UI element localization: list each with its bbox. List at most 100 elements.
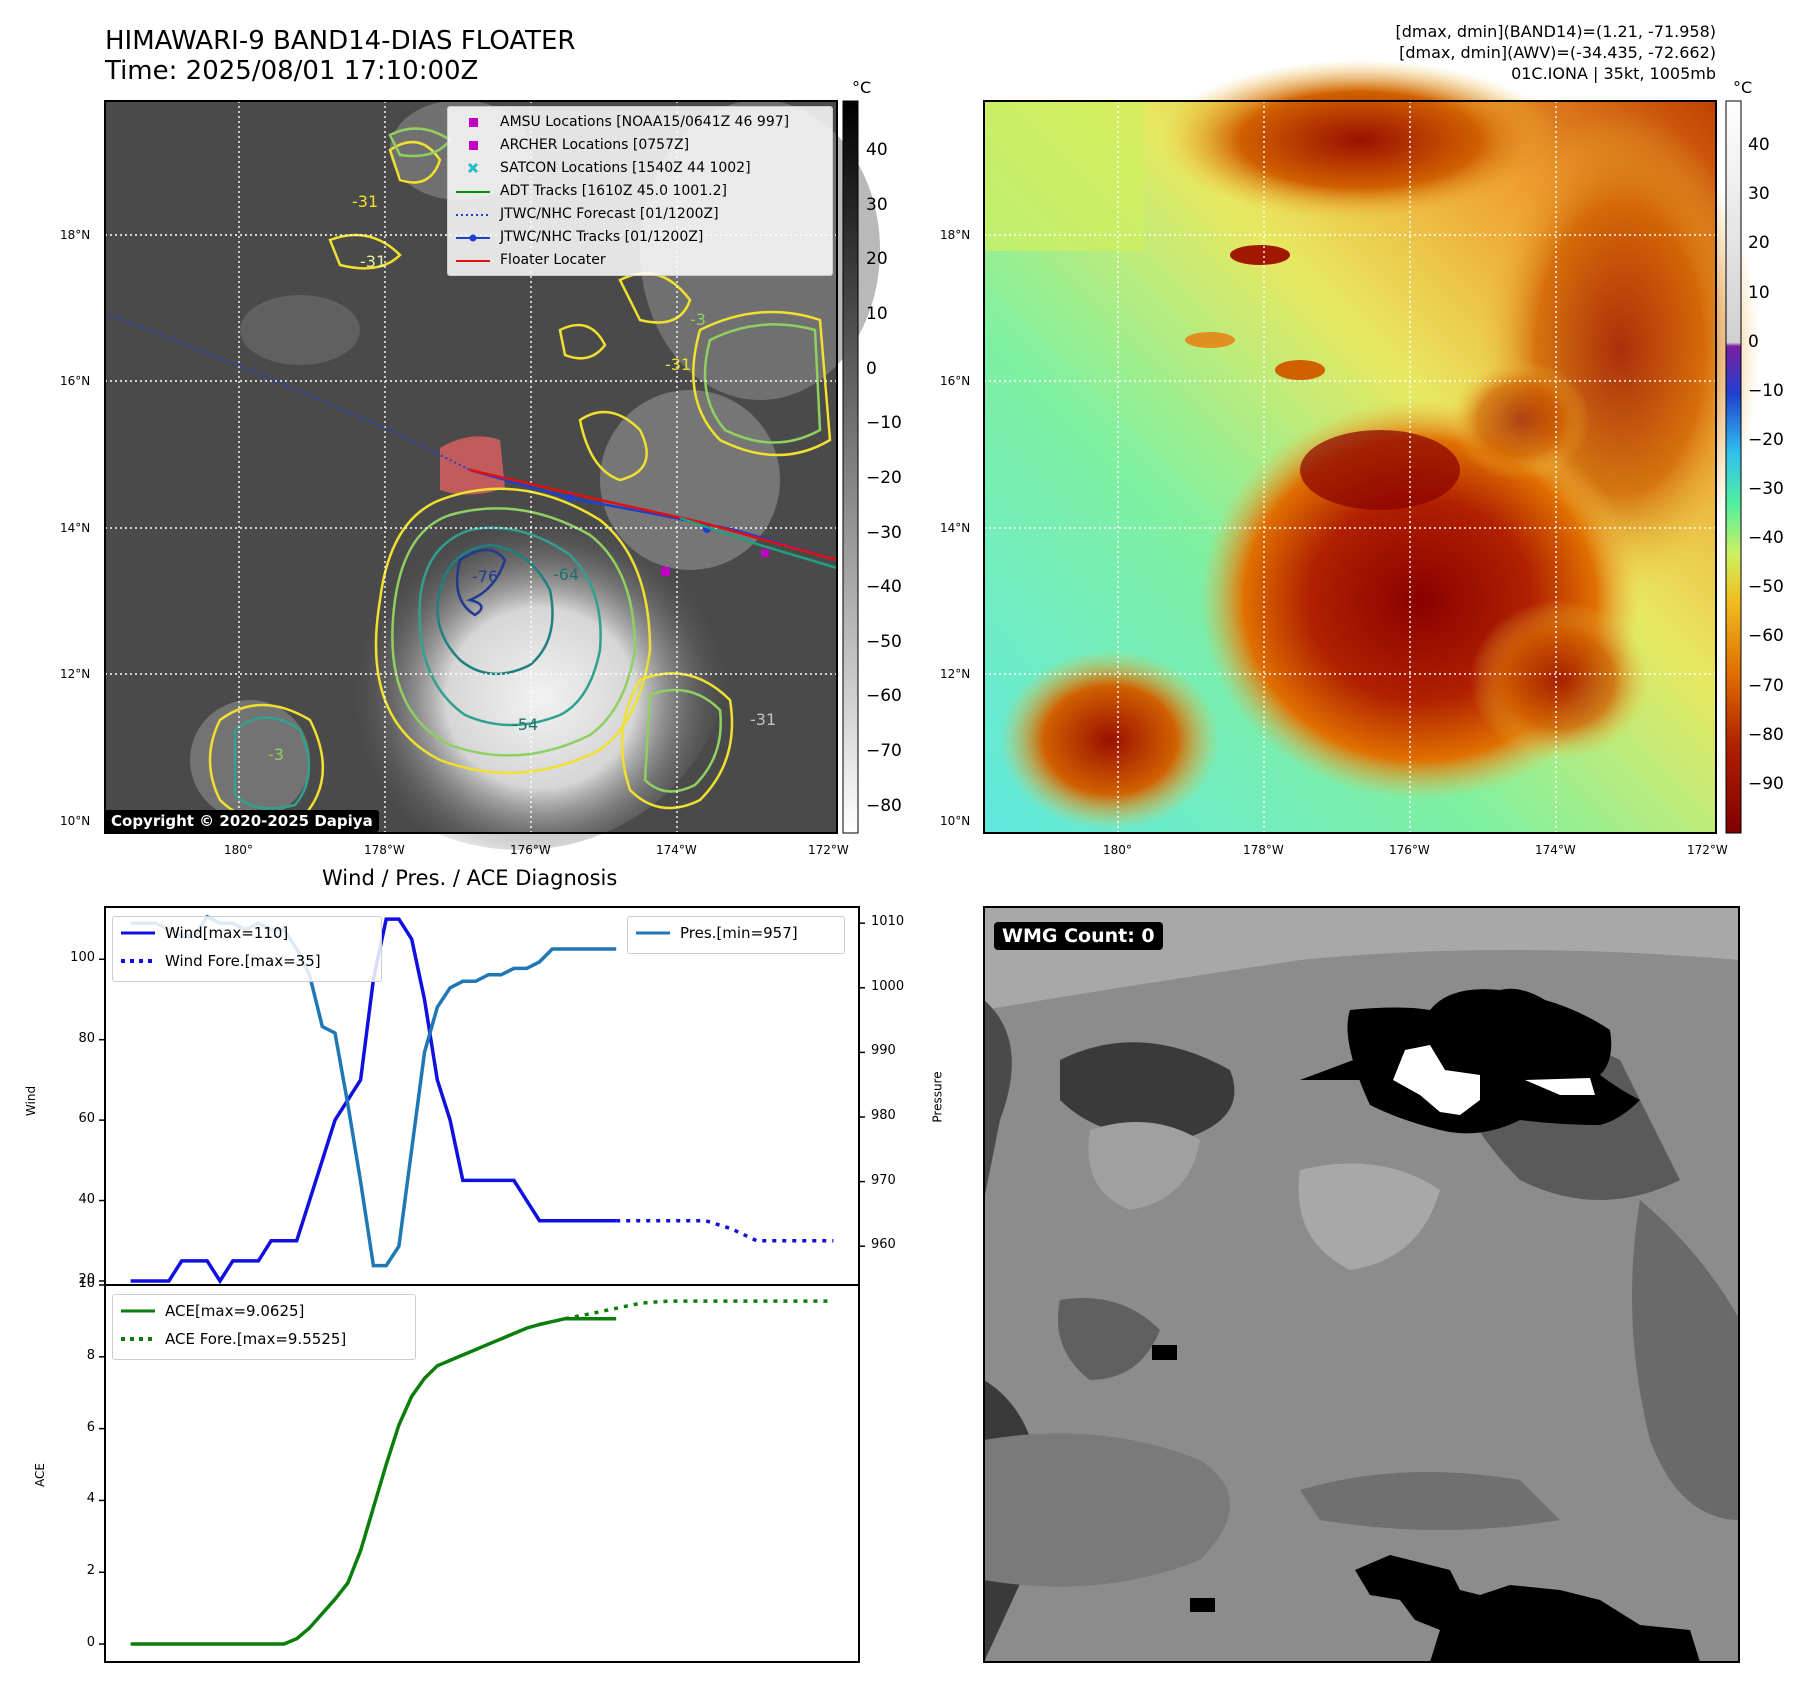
ace-legend: ACE[max=9.0625] ACE Fore.[max=9.5525] bbox=[112, 1294, 416, 1360]
amsu-marker bbox=[661, 567, 670, 576]
info-band14: [dmax, dmin](BAND14)=(1.21, -71.958) bbox=[1395, 22, 1717, 41]
lon-tick: 176°W bbox=[510, 843, 551, 857]
colorbar-tick: 0 bbox=[866, 358, 877, 379]
lon-tick: 174°W bbox=[1535, 843, 1576, 857]
colorbar-tick: 40 bbox=[1748, 135, 1770, 156]
temperature-map-panel bbox=[983, 60, 1760, 834]
wind-legend: Wind[max=110] Wind Fore.[max=35] bbox=[112, 916, 382, 982]
colorbar-tick: −80 bbox=[1748, 724, 1784, 745]
legend-sample-dotted bbox=[121, 959, 155, 963]
lat-tick: 14°N bbox=[60, 521, 91, 535]
contour-label: -31 bbox=[352, 192, 379, 211]
contour-label: -64 bbox=[553, 565, 580, 584]
map-legend-label: JTWC/NHC Forecast [01/1200Z] bbox=[500, 206, 719, 222]
wind-legend-label: Wind[max=110] bbox=[165, 924, 289, 942]
colorbar-tick: −70 bbox=[1748, 675, 1784, 696]
line-dot-icon bbox=[456, 234, 490, 242]
colorbar-tick: −40 bbox=[1748, 528, 1784, 549]
contour-label: -31 bbox=[665, 355, 692, 374]
map-legend-label: SATCON Locations [1540Z 44 1002] bbox=[500, 160, 751, 176]
square-marker-icon bbox=[469, 141, 478, 150]
pressure-tick: 960 bbox=[871, 1237, 896, 1253]
colorbar-tick: 30 bbox=[866, 194, 888, 215]
pressure-tick: 980 bbox=[871, 1108, 896, 1123]
solid-line-icon bbox=[456, 191, 490, 193]
pressure-tick: 1000 bbox=[871, 978, 905, 994]
colorbar-tick: −60 bbox=[866, 686, 902, 707]
legend-sample-solid bbox=[636, 931, 670, 935]
colorbar-tick: −10 bbox=[1748, 380, 1784, 401]
colorbar-tick: 40 bbox=[866, 140, 888, 161]
wind-tick: 20 bbox=[78, 1271, 95, 1287]
wmg-panel bbox=[983, 906, 1740, 1663]
lon-tick: 178°W bbox=[364, 843, 405, 857]
colorbar-tick: −80 bbox=[866, 795, 902, 816]
contour-lines bbox=[208, 127, 832, 824]
legend-sample-solid bbox=[121, 931, 155, 935]
pressure-tick: 990 bbox=[871, 1043, 896, 1059]
colorbar-tick: 20 bbox=[1748, 233, 1770, 254]
lat-tick: 16°N bbox=[940, 374, 971, 388]
info-awv: [dmax, dmin](AWV)=(-34.435, -72.662) bbox=[1399, 43, 1716, 62]
colorbar-tick: 10 bbox=[866, 304, 888, 325]
ace-series-line bbox=[130, 1316, 617, 1646]
wind-tick: 40 bbox=[78, 1191, 95, 1207]
lon-tick: 180° bbox=[1103, 843, 1132, 857]
colorbar-tick: −50 bbox=[866, 631, 902, 652]
dotted-line-icon bbox=[456, 214, 490, 216]
legend-sample-dotted bbox=[121, 1337, 155, 1341]
lat-tick: 18°N bbox=[60, 228, 91, 242]
archer-marker bbox=[761, 549, 769, 557]
lon-tick: 178°W bbox=[1243, 843, 1284, 857]
colorbar-tick: 20 bbox=[866, 249, 888, 270]
wmg-count-badge: WMG Count: 0 bbox=[994, 922, 1163, 950]
figure-time: Time: 2025/08/01 17:10:00Z bbox=[105, 56, 479, 86]
pressure-tick: 1010 bbox=[871, 914, 905, 930]
colorbar-tick: −50 bbox=[1748, 577, 1784, 598]
contour-label: -3 bbox=[690, 310, 706, 329]
colorbar-tick: −30 bbox=[1748, 479, 1784, 500]
contour-label: -31 bbox=[360, 252, 387, 271]
right-colorbar-unit: °C bbox=[1733, 78, 1753, 97]
lat-tick: 12°N bbox=[60, 667, 91, 681]
ace-forecast-legend-label: ACE Fore.[max=9.5525] bbox=[165, 1330, 347, 1348]
colorbar-tick: −60 bbox=[1748, 626, 1784, 647]
colorbar-tick: −20 bbox=[1748, 429, 1784, 450]
wind-tick: 60 bbox=[78, 1111, 95, 1127]
wind-forecast-legend-label: Wind Fore.[max=35] bbox=[165, 952, 321, 970]
ace-tick: 8 bbox=[86, 1347, 95, 1363]
lon-tick: 172°W bbox=[808, 843, 849, 857]
lat-tick: 10°N bbox=[60, 814, 91, 828]
left-colorbar bbox=[842, 100, 859, 834]
pressure-legend-label: Pres.[min=957] bbox=[680, 924, 798, 942]
ace-legend-label: ACE[max=9.0625] bbox=[165, 1302, 305, 1320]
ace-axis-label: ACE bbox=[32, 1463, 47, 1487]
lat-tick: 16°N bbox=[60, 374, 91, 388]
contour-label: -76 bbox=[472, 567, 499, 586]
lon-tick: 180° bbox=[224, 843, 253, 857]
map-legend-label: JTWC/NHC Tracks [01/1200Z] bbox=[500, 229, 704, 245]
colorbar-tick: −10 bbox=[866, 413, 902, 434]
adt-track-line bbox=[679, 516, 838, 570]
colorbar-tick: −20 bbox=[866, 467, 902, 488]
lon-tick: 172°W bbox=[1687, 843, 1728, 857]
colorbar-tick: 0 bbox=[1748, 331, 1759, 352]
ace-forecast-line bbox=[564, 1299, 834, 1321]
wind-tick: 100 bbox=[70, 950, 95, 966]
wind-tick: 80 bbox=[78, 1030, 95, 1046]
track-point bbox=[566, 494, 574, 502]
map-legend-label: AMSU Locations [NOAA15/0641Z 46 997] bbox=[500, 114, 790, 130]
lat-tick: 14°N bbox=[940, 521, 971, 535]
forecast-track-line bbox=[104, 312, 471, 471]
map-legend-label: ARCHER Locations [0757Z] bbox=[500, 137, 690, 153]
ace-tick: 4 bbox=[86, 1491, 95, 1507]
legend-sample-solid bbox=[121, 1309, 155, 1313]
solid-line-icon bbox=[456, 260, 490, 262]
colorbar-tick: −90 bbox=[1748, 773, 1784, 794]
info-storm: 01C.IONA | 35kt, 1005mb bbox=[1511, 64, 1716, 83]
pressure-tick: 970 bbox=[871, 1172, 896, 1188]
colorbar-tick: 10 bbox=[1748, 282, 1770, 303]
ace-tick: 6 bbox=[86, 1419, 95, 1435]
lat-tick: 18°N bbox=[940, 228, 971, 242]
